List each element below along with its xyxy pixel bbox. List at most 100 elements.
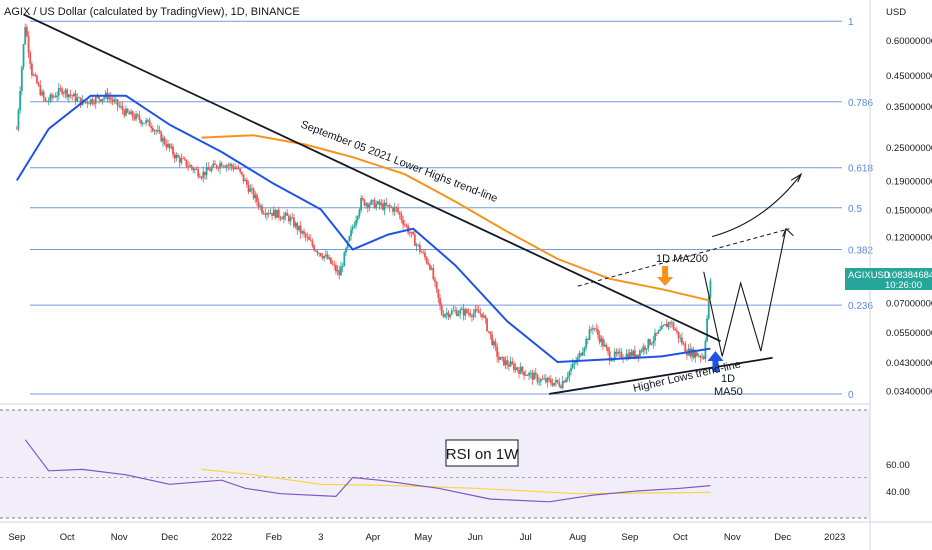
y-tick-5: 0.15000000 [886,205,932,216]
candle-body-313 [541,379,544,381]
candle-body-93 [172,146,174,155]
candle-body-37 [78,97,80,99]
x-tick-6: 3 [318,532,323,543]
candle-body-246 [429,264,431,270]
candle-body-234 [408,232,411,234]
candle-body-318 [549,379,552,384]
candle-body-258 [449,314,452,317]
candle-body-226 [395,207,398,208]
candle-body-123 [222,166,225,168]
candle-body-60 [116,99,119,106]
candle-body-137 [245,180,248,185]
y-tick-10: 0.04300000 [886,358,932,369]
candle-body-64 [123,110,126,116]
candle-body-329 [568,371,571,377]
candle-body-10 [32,74,35,76]
candle-body-198 [348,236,351,242]
candle-body-151 [269,212,272,214]
candle-body-402 [691,348,693,357]
candle-body-358 [617,351,619,354]
candle-body-92 [170,146,173,148]
y-tick-2: 0.35000000 [886,102,932,113]
candle-body-244 [425,257,428,263]
candle-body-294 [509,361,512,367]
candle-body-59 [114,99,117,101]
candle-body-131 [235,167,238,169]
candle-body-357 [615,351,618,354]
candle-body-248 [432,268,435,280]
candle-body-321 [555,379,557,383]
candle-body-219 [383,202,386,210]
candle-body-330 [570,368,572,372]
candle-body-298 [516,367,519,370]
x-tick-7: Apr [365,532,380,543]
candle-body-251 [437,289,440,299]
candle-body-23 [54,96,57,98]
candle-body-145 [259,205,262,207]
candle-body-61 [118,105,121,107]
y-tick-0: 0.60000000 [886,36,932,47]
candle-body-350 [603,344,606,347]
candle-body-216 [378,201,381,206]
candle-body-282 [489,331,492,335]
candle-body-135 [242,174,245,182]
candle-body-326 [563,381,566,383]
candle-body-180 [318,253,321,254]
candle-body-370 [637,354,640,357]
candle-body-320 [553,382,556,386]
candle-body-65 [125,108,127,116]
candle-body-293 [507,364,510,367]
candle-body-299 [518,369,520,374]
candle-body-379 [652,340,655,344]
candle-body-144 [257,201,260,207]
lower-highs-label: September 05 2021 Lower Highs trend-line [299,119,499,205]
candle-body-280 [486,318,488,331]
candle-body-227 [397,207,399,213]
x-tick-15: Dec [774,532,791,543]
candle-body-263 [457,313,460,316]
candle-body-79 [148,119,151,127]
candle-body-315 [544,378,547,383]
candle-body-201 [353,225,356,228]
candle-body-235 [410,231,413,233]
x-tick-1: Oct [60,532,75,543]
candle-body-249 [434,279,436,282]
candle-body-275 [477,310,480,314]
x-tick-11: Aug [569,532,586,543]
x-tick-9: Jun [468,532,483,543]
candle-body-319 [551,383,554,386]
candle-body-173 [306,236,309,238]
candle-body-168 [298,225,300,230]
candle-body-255 [444,314,446,317]
candle-body-7 [27,36,30,53]
candle-body-187 [329,257,332,264]
candle-body-121 [219,163,221,169]
candle-body-214 [375,203,378,209]
candle-body-142 [254,194,257,199]
candle-body-139 [249,188,252,192]
candle-body-273 [474,309,477,314]
candle-body-334 [576,357,579,362]
candle-body-62 [120,106,122,107]
candle-body-116 [210,167,213,172]
fib-label-3: 0.5 [848,204,862,215]
candle-body-158 [281,218,284,220]
candle-body-243 [424,252,426,258]
candle-body-231 [403,224,406,226]
candle-body-260 [452,310,455,312]
candle-body-36 [76,97,79,102]
candle-body-108 [197,169,200,177]
candle-body-373 [642,346,645,352]
candle-body-385 [662,325,665,327]
candle-body-155 [276,209,279,218]
candle-body-99 [182,158,184,160]
candle-body-412 [707,296,710,319]
annotation-labels: September 05 2021 Lower Highs trend-line… [299,7,932,467]
candle-body-125 [225,165,228,168]
candle-body-167 [296,223,299,230]
candle-body-177 [313,245,315,251]
candle-body-348 [600,338,603,343]
candle-body-288 [499,357,502,360]
candle-body-140 [251,188,253,190]
